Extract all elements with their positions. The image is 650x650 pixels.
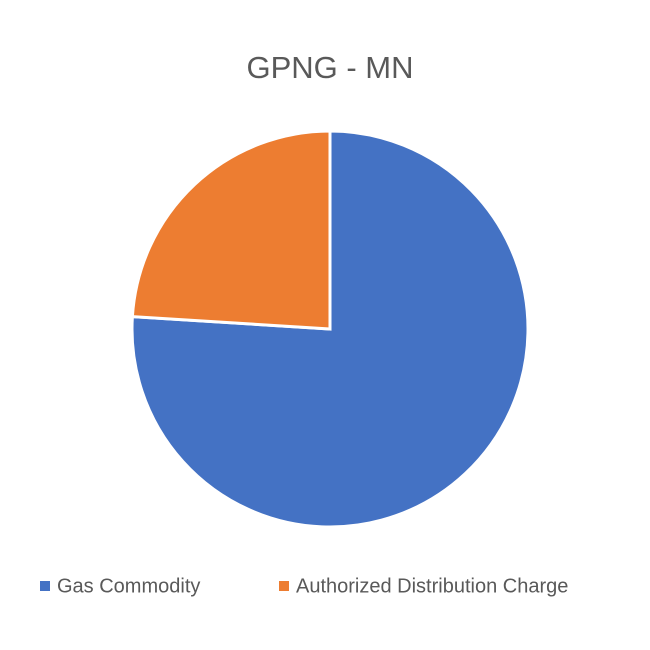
chart-title: GPNG - MN <box>246 50 413 85</box>
pie-slice <box>130 129 332 331</box>
legend-label: Gas Commodity <box>57 575 200 597</box>
legend-label: Authorized Distribution Charge <box>296 575 568 597</box>
legend-swatch <box>279 581 289 591</box>
pie-slice <box>130 129 530 529</box>
legend-swatch <box>40 581 50 591</box>
